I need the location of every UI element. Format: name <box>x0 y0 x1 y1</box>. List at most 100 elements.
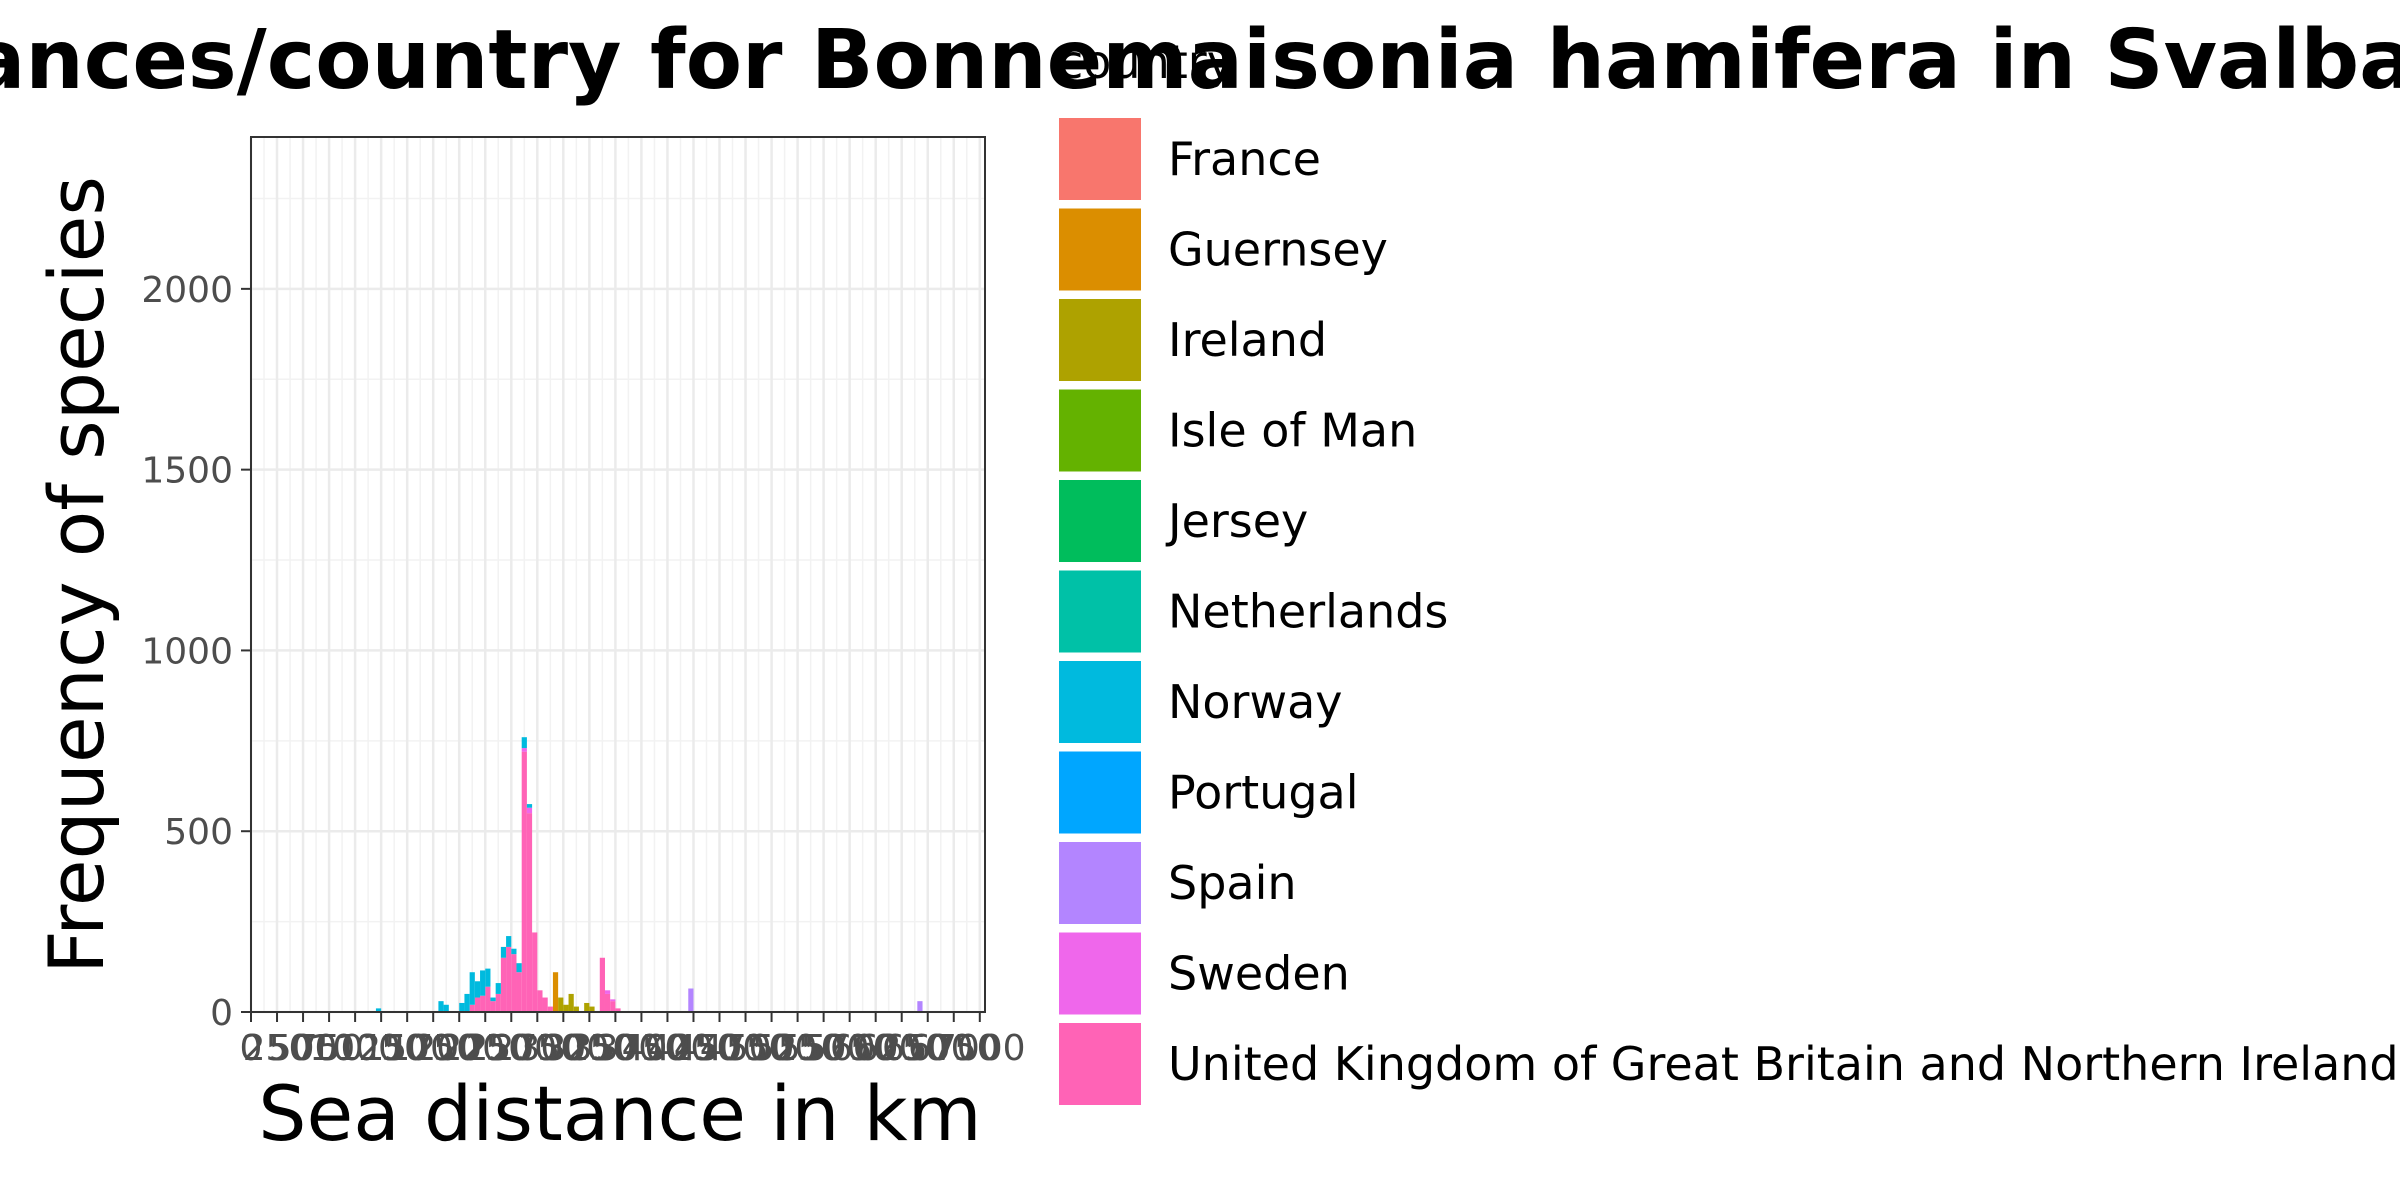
bar-norway <box>459 1002 465 1012</box>
legend-label: United Kingdom of Great Britain and Nort… <box>1168 1037 2399 1091</box>
x-tick-label: 2000 <box>413 1028 505 1069</box>
legend-key <box>1057 116 1143 202</box>
bar-norway <box>474 981 481 998</box>
bar-norway <box>521 737 527 749</box>
x-tick-label: 1750 <box>387 1028 479 1069</box>
x-tick-label: 4500 <box>674 1028 766 1069</box>
x-tick-label: 1250 <box>335 1028 427 1069</box>
x-tick-label: 5000 <box>726 1028 818 1069</box>
bar-spain <box>688 988 694 1012</box>
x-tick-label: 3000 <box>518 1028 610 1069</box>
x-tick-label: 1000 <box>309 1028 401 1069</box>
y-tick-label: 1000 <box>141 631 233 672</box>
bar-norway <box>438 1001 444 1012</box>
bar-spain <box>917 1001 923 1012</box>
bar-united-kingdom-of-great-britain-and-northern-ireland <box>610 1001 616 1012</box>
legend-label: Guernsey <box>1168 223 1388 277</box>
y-tick-label: 500 <box>164 812 233 853</box>
legend-key <box>1057 206 1143 293</box>
bar-sweden <box>521 748 527 752</box>
bar-united-kingdom-of-great-britain-and-northern-ireland <box>500 957 507 1012</box>
x-tick-label: 500 <box>269 1028 338 1069</box>
bar-united-kingdom-of-great-britain-and-northern-ireland <box>490 1001 496 1012</box>
bar-united-kingdom-of-great-britain-and-northern-ireland <box>615 1008 621 1012</box>
x-tick-label: 5500 <box>778 1028 870 1069</box>
bar-united-kingdom-of-great-britain-and-northern-ireland <box>542 997 548 1012</box>
bar-ireland <box>589 1006 595 1012</box>
bar-united-kingdom-of-great-britain-and-northern-ireland <box>604 993 611 1012</box>
bar-united-kingdom-of-great-britain-and-northern-ireland <box>521 751 527 1012</box>
x-tick-label: 7000 <box>934 1028 1026 1069</box>
bar-united-kingdom-of-great-britain-and-northern-ireland <box>485 986 491 1012</box>
x-tick-label: 6500 <box>882 1028 974 1069</box>
x-tick-label: 5250 <box>752 1028 844 1069</box>
bar-norway <box>506 936 512 947</box>
x-tick-label: 5750 <box>804 1028 896 1069</box>
x-tick-label: 4750 <box>700 1028 792 1069</box>
legend-key <box>1057 297 1143 383</box>
bar-norway <box>526 804 533 808</box>
bar-united-kingdom-of-great-britain-and-northern-ireland <box>469 1004 475 1012</box>
x-tick-label: 1500 <box>361 1028 453 1069</box>
x-tick-label: 0 <box>240 1028 263 1069</box>
x-tick-label: 2250 <box>439 1028 531 1069</box>
legend-key <box>1057 659 1143 745</box>
y-tick-label: 2000 <box>141 270 233 311</box>
x-tick-label: 250 <box>243 1028 312 1069</box>
legend-key <box>1057 840 1143 926</box>
legend-label: Sweden <box>1168 947 1350 1001</box>
bar-united-kingdom-of-great-britain-and-northern-ireland <box>547 1006 553 1012</box>
bar-ireland <box>558 997 564 1012</box>
bar-norway <box>464 993 470 1012</box>
bar-norway <box>511 948 517 955</box>
x-tick-label: 6250 <box>856 1028 948 1069</box>
y-tick-label: 0 <box>210 993 233 1034</box>
legend-label: Isle of Man <box>1168 404 1417 458</box>
y-tick-label: 1500 <box>141 451 233 492</box>
x-axis-title: Sea distance in km <box>258 1069 981 1158</box>
legend-label: France <box>1168 132 1321 186</box>
bar-norway <box>469 972 475 1005</box>
legend-label: Netherlands <box>1168 585 1448 639</box>
bar-guernsey <box>552 972 559 1012</box>
bar-norway <box>516 963 522 973</box>
legend-key <box>1057 387 1143 474</box>
legend-key <box>1057 478 1143 564</box>
bar-united-kingdom-of-great-britain-and-northern-ireland <box>474 997 481 1012</box>
legend: France Guernsey Ireland Isle of Man Jersey Ne… <box>1057 116 2399 1107</box>
legend-label: Jersey <box>1165 494 1308 548</box>
legend-label: Spain <box>1168 856 1297 910</box>
legend-key <box>1057 1021 1143 1107</box>
x-tick-label: 4250 <box>648 1028 740 1069</box>
axes: 0500100015002000025050075010001250150017… <box>141 270 1025 1069</box>
bar-sweden <box>526 807 533 814</box>
x-tick-label: 6000 <box>830 1028 922 1069</box>
legend-title: country <box>1058 35 1234 89</box>
bar-norway <box>375 1008 382 1012</box>
bar-united-kingdom-of-great-britain-and-northern-ireland <box>532 932 538 1012</box>
bar-united-kingdom-of-great-britain-and-northern-ireland <box>516 972 522 1012</box>
bars <box>375 737 923 1012</box>
y-axis-title: Frequency of species <box>32 176 121 974</box>
bar-united-kingdom-of-great-britain-and-northern-ireland <box>511 954 517 1012</box>
bar-united-kingdom-of-great-britain-and-northern-ireland <box>526 813 533 1012</box>
bar-sweden <box>604 990 611 994</box>
bar-united-kingdom-of-great-britain-and-northern-ireland <box>537 990 543 1012</box>
legend-label: Ireland <box>1168 313 1327 367</box>
bar-norway <box>485 968 491 987</box>
chart-title: ances/country for Bonnemaisonia hamifera… <box>0 13 2400 108</box>
bar-norway <box>443 1004 449 1012</box>
bar-norway <box>495 983 501 994</box>
bar-norway <box>480 970 486 996</box>
plot-panel <box>250 136 986 1013</box>
bar-norway <box>500 946 507 958</box>
bar-ireland <box>584 1002 590 1012</box>
bar-united-kingdom-of-great-britain-and-northern-ireland <box>480 995 486 1012</box>
bar-ireland <box>573 1006 579 1012</box>
bar-united-kingdom-of-great-britain-and-northern-ireland <box>495 993 501 1012</box>
legend-key <box>1057 568 1143 655</box>
x-tick-label: 6750 <box>908 1028 1000 1069</box>
x-tick-label: 3750 <box>596 1028 688 1069</box>
x-tick-label: 2500 <box>465 1028 557 1069</box>
